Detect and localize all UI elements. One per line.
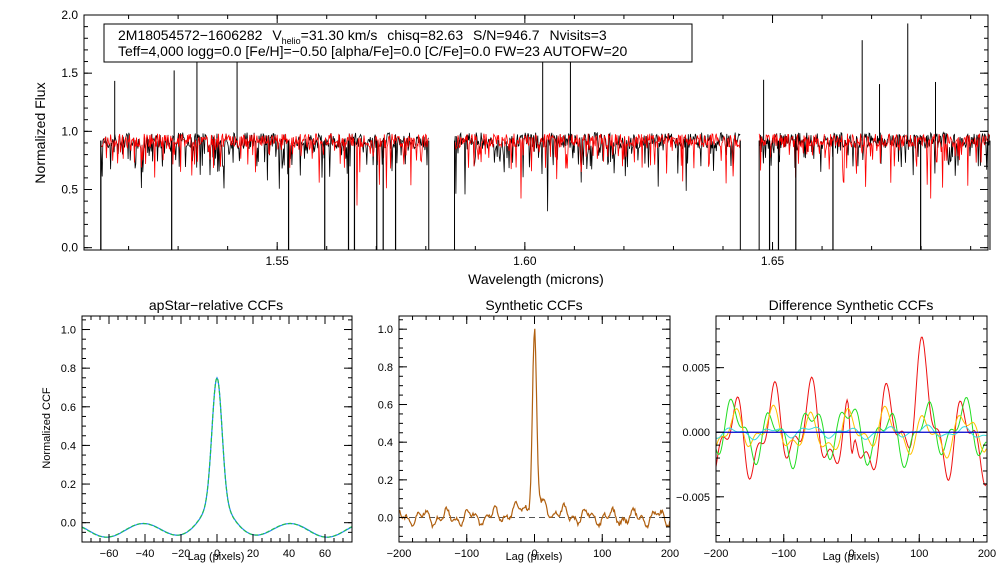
apstar-ccf-x-tick-label: 0 [214, 548, 220, 560]
apstar-ccf-y-tick-label: 0.0 [61, 518, 76, 530]
synthetic-ccf-y-tick-label: 0.8 [378, 362, 393, 374]
difference-ccf-x-ticks: −200 −100 0 100 200 [704, 316, 996, 560]
apstar-ccf-plot-area [81, 376, 353, 538]
spectrum-x-tick-label: 1.55 [266, 254, 290, 268]
apstar-ccf-x-tick-label: 60 [319, 548, 331, 560]
difference-ccf-title: Difference Synthetic CCFs [769, 297, 934, 313]
spectrum-x-tick-label: 1.65 [761, 254, 785, 268]
spectrum-y-ticks: 0.0 0.5 1.0 1.5 2.0 [61, 8, 988, 255]
synthetic-ccf-x-tick-label: −200 [387, 548, 412, 560]
apstar-ccf-x-tick-label: −60 [100, 548, 119, 560]
info-nvisits: Nvisits=3 [549, 27, 606, 43]
difference-ccf-x-tick-label: 200 [978, 548, 996, 560]
synthetic-ccf-y-tick-label: 0.6 [378, 400, 393, 412]
model-spectrum-line [100, 132, 990, 206]
difference-ccf-y-tick-label: 0.005 [682, 363, 710, 375]
spectrum-axes-frame [83, 14, 989, 251]
apstar-ccf-x-tick-label: 20 [247, 548, 259, 560]
info-line-2: Teff=4,000 logg=0.0 [Fe/H]=−0.50 [alpha/… [118, 43, 627, 59]
info-v-subscript: helio [282, 36, 301, 46]
difference-ccf-x-tick-label: 0 [848, 548, 854, 560]
synthetic-ccf-panel: Synthetic CCFs −200 −100 0 100 200 0.0 0.2 0.4… [378, 297, 679, 563]
info-line-1: 2M18054572−1606282 Vhelio=31.30 km/s chi… [118, 27, 607, 46]
synthetic-ccf-y-tick-label: 0.2 [378, 475, 393, 487]
difference-cyan-line [715, 424, 987, 441]
synthetic-ccf-x-tick-label: 200 [661, 548, 679, 560]
apstar-ccf-y-tick-label: 0.8 [61, 363, 76, 375]
apstar-ccf-y-tick-label: 0.6 [61, 402, 76, 414]
spectrum-info-box [103, 23, 693, 63]
apstar-ccf-x-ticks: −60 −40 −20 0 20 40 60 [81, 316, 353, 560]
difference-ccf-x-tick-label: 100 [910, 548, 928, 560]
synthetic-ccf-title: Synthetic CCFs [485, 297, 582, 313]
apstar-ccf-axes-frame [81, 315, 353, 543]
spectrum-y-tick-label: 0.0 [61, 241, 78, 255]
difference-ccf-y-ticks: −0.005 0.000 0.005 [676, 328, 987, 537]
synthetic-ccf-x-tick-label: −100 [454, 548, 479, 560]
spectrum-y-tick-label: 0.5 [61, 183, 78, 197]
apstar-ccf-title: apStar−relative CCFs [149, 297, 283, 313]
synthetic-ccf-line [398, 328, 671, 530]
synthetic-ccf-x-tick-label: 100 [593, 548, 611, 560]
apstar-ccf-x-tick-label: −40 [136, 548, 155, 560]
spectrum-y-axis-label: Normalized Flux [32, 82, 48, 183]
info-v-prefix: V [272, 27, 282, 43]
synthetic-ccf-y-tick-label: 1.0 [378, 324, 393, 336]
difference-ccf-x-axis-label: Lag (pixels) [823, 551, 880, 563]
apstar-ccf-x-tick-label: −20 [172, 548, 191, 560]
info-star-id: 2M18054572−1606282 [118, 27, 263, 43]
synthetic-ccf-x-ticks: −200 −100 0 100 200 [387, 316, 679, 560]
difference-red-line [715, 336, 987, 487]
spectrum-y-tick-label: 1.5 [61, 66, 78, 80]
spectrum-x-axis-label: Wavelength (microns) [468, 271, 604, 287]
apstar-ccf-x-tick-label: 40 [283, 548, 295, 560]
synthetic-ccf-y-ticks: 0.0 0.2 0.4 0.6 0.8 1.0 [378, 319, 670, 537]
apstar-ccf-y-axis-label: Normalized CCF [41, 387, 53, 469]
difference-ccf-y-tick-label: −0.005 [676, 492, 710, 504]
synthetic-ccf-x-axis-label: Lag (pixels) [506, 551, 563, 563]
difference-ccf-x-tick-label: −100 [771, 548, 796, 560]
apstar-ccf-y-tick-label: 1.0 [61, 325, 76, 337]
difference-ccf-plot-area [715, 336, 987, 487]
difference-yellow-line [715, 404, 987, 459]
synthetic-ccf-plot-area [398, 328, 671, 530]
spectrum-y-tick-label: 1.0 [61, 124, 78, 138]
apstar-ccf-panel: apStar−relative CCFs −60 −40 −20 0 20 40 60 0.… [41, 297, 353, 563]
synthetic-ccf-x-tick-label: 0 [531, 548, 537, 560]
visit-1-line [81, 376, 353, 538]
info-v-value: =31.30 km/s [301, 27, 378, 43]
apstar-ccf-x-axis-label: Lag (pixels) [188, 551, 245, 563]
spectrum-plot-area [100, 23, 991, 250]
visit-2-line [81, 376, 353, 538]
apstar-ccf-y-tick-label: 0.2 [61, 479, 76, 491]
synthetic-ccf-y-tick-label: 0.0 [378, 513, 393, 525]
spectrum-panel: 1.55 1.60 1.65 0.0 0.5 1.0 1.5 2.0 Wavelength … [32, 8, 991, 287]
spectrum-x-tick-label: 1.60 [513, 254, 537, 268]
spectrum-y-tick-label: 2.0 [61, 8, 78, 22]
apstar-ccf-y-tick-label: 0.4 [61, 440, 76, 452]
info-chisq: chisq=82.63 [387, 27, 463, 43]
spectrum-x-ticks: 1.55 1.60 1.65 [128, 15, 972, 268]
synthetic-ccf-y-tick-label: 0.4 [378, 437, 393, 449]
apstar-ccf-y-ticks: 0.0 0.2 0.4 0.6 0.8 1.0 [61, 319, 352, 543]
difference-ccf-panel: Difference Synthetic CCFs −200 −100 0 100 20… [676, 297, 996, 563]
info-snr: S/N=946.7 [473, 27, 540, 43]
difference-ccf-x-tick-label: −200 [704, 548, 729, 560]
synthetic-ccf-axes-frame [398, 315, 671, 543]
difference-ccf-y-tick-label: 0.000 [682, 427, 710, 439]
